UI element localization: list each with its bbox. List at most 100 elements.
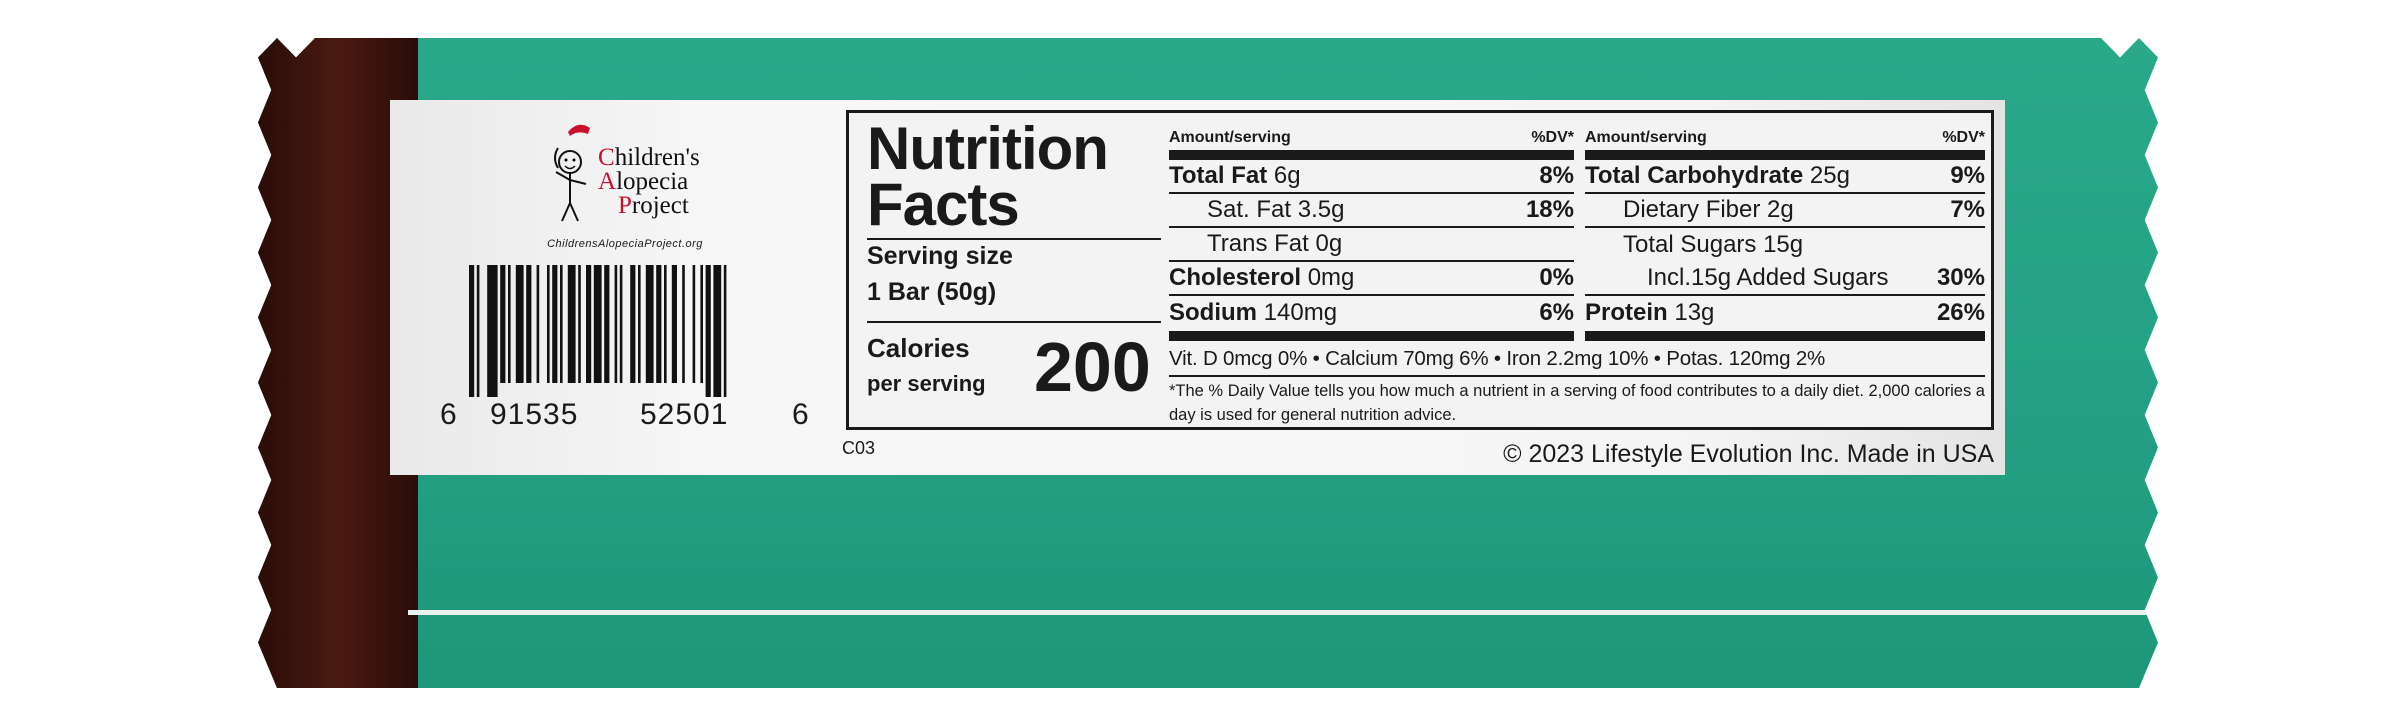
nutrient-column-right: Amount/serving %DV* Total Carbohydrate 25… bbox=[1585, 123, 1985, 330]
nutrient-name: Sodium 140mg bbox=[1169, 299, 1337, 327]
barcode-bar bbox=[713, 265, 722, 397]
barcode-bar bbox=[469, 265, 475, 397]
barcode-bar bbox=[723, 265, 727, 397]
nutrient-label: Sodium bbox=[1169, 299, 1257, 326]
logo-word: roject bbox=[631, 192, 689, 219]
nutrient-amount: 140mg bbox=[1263, 299, 1338, 326]
barcode-bar bbox=[645, 265, 654, 383]
nutrient-label: Total Fat bbox=[1169, 162, 1268, 189]
nutrient-row: Protein 13g 26% bbox=[1585, 296, 1985, 330]
header-amount: Amount/serving bbox=[1169, 129, 1291, 146]
nutrient-amount: 15g bbox=[1763, 231, 1804, 258]
barcode-bar bbox=[508, 265, 511, 383]
nutrient-row: Trans Fat 0g bbox=[1169, 228, 1574, 262]
title-line-2: Facts bbox=[867, 171, 1020, 238]
nutrient-dv: 26% bbox=[1936, 299, 1985, 326]
batch-code: C03 bbox=[842, 438, 876, 458]
nutrient-row: Sat. Fat 3.5g 18% bbox=[1169, 194, 1574, 228]
logo-word: hildren's bbox=[614, 144, 700, 171]
calories-value: 200 bbox=[1034, 328, 1151, 406]
barcode-bar bbox=[682, 265, 685, 383]
header-dv: %DV* bbox=[1531, 129, 1574, 146]
calories-label-block: Calories per serving bbox=[867, 331, 986, 401]
childrens-alopecia-project-logo: Children's Alopecia Project bbox=[548, 118, 718, 230]
vitamins-minerals: Vit. D 0mcg 0% • Calcium 70mg 6% • Iron … bbox=[1169, 347, 1985, 377]
header-amount: Amount/serving bbox=[1585, 129, 1707, 146]
nutrient-amount: 2g bbox=[1767, 196, 1794, 223]
nutrient-label: Total Carbohydrate bbox=[1585, 162, 1804, 189]
barcode-bar bbox=[552, 265, 558, 383]
barcode-bar bbox=[515, 265, 524, 383]
barcode-digit-left: 6 bbox=[440, 398, 458, 431]
nutrient-name: Cholesterol 0mg bbox=[1169, 264, 1354, 292]
nutrient-name: Dietary Fiber 2g bbox=[1585, 196, 1794, 224]
nutrient-name: Protein 13g bbox=[1585, 299, 1714, 327]
logo-initial: P bbox=[618, 192, 632, 219]
nutrient-amount: 0g bbox=[1315, 230, 1343, 257]
calories-sub: per serving bbox=[867, 371, 986, 396]
barcode-bar bbox=[604, 265, 610, 383]
barcode-bar bbox=[614, 265, 618, 383]
thick-rule bbox=[1169, 331, 1574, 341]
nutrient-amount: 3.5g bbox=[1297, 196, 1345, 223]
barcode-bar bbox=[547, 265, 550, 383]
nutrient-row: Cholesterol 0mg 0% bbox=[1169, 262, 1574, 296]
thick-rule bbox=[1585, 150, 1985, 160]
nutrient-row: Total Sugars 15g bbox=[1585, 228, 1985, 262]
barcode-bar bbox=[619, 265, 623, 383]
header-dv: %DV* bbox=[1942, 129, 1985, 146]
nutrient-amount: 25g bbox=[1809, 162, 1850, 189]
nutrition-facts-panel: Nutrition Facts Serving size 1 Bar (50g)… bbox=[846, 110, 1994, 430]
nutrient-label: Dietary Fiber bbox=[1623, 196, 1761, 223]
nutrient-dv: 0% bbox=[1539, 264, 1574, 291]
barcode-digit-right: 6 bbox=[792, 398, 810, 431]
nutrition-title: Nutrition Facts bbox=[867, 115, 1109, 238]
barcode-bar bbox=[593, 265, 602, 383]
nutrient-name: Sat. Fat 3.5g bbox=[1169, 196, 1344, 224]
nutrient-row: Dietary Fiber 2g 7% bbox=[1585, 194, 1985, 228]
nutrient-label: Trans Fat bbox=[1207, 230, 1309, 257]
nutrient-dv: 30% bbox=[1936, 264, 1985, 291]
barcode-bar bbox=[671, 265, 677, 383]
barcode-group-1: 91535 bbox=[490, 398, 579, 431]
logo-url: ChildrensAlopeciaProject.org bbox=[547, 238, 703, 250]
nutrient-dv: 6% bbox=[1539, 299, 1574, 326]
nutrient-name: Total Sugars 15g bbox=[1585, 231, 1803, 259]
title-line-1: Nutrition bbox=[867, 115, 1109, 182]
nutrient-name: Incl.15g Added Sugars bbox=[1585, 264, 1889, 292]
serving-size: Serving size 1 Bar (50g) bbox=[867, 238, 1013, 310]
barcode-bar bbox=[578, 265, 581, 383]
barcode-bar bbox=[700, 265, 703, 383]
logo-initial: A bbox=[598, 168, 617, 195]
nutrient-dv: 9% bbox=[1950, 162, 1985, 189]
copyright: © 2023 Lifestyle Evolution Inc. Made in … bbox=[1503, 440, 1994, 468]
nutrient-label: Total Sugars bbox=[1623, 231, 1757, 258]
thick-rule bbox=[1585, 331, 1985, 341]
serving-value: 1 Bar (50g) bbox=[867, 278, 997, 306]
nutrient-row: Total Fat 6g 8% bbox=[1169, 160, 1574, 194]
barcode-bar bbox=[536, 265, 540, 383]
nutrient-name: Total Fat 6g bbox=[1169, 162, 1301, 190]
nutrient-name: Trans Fat 0g bbox=[1169, 230, 1342, 258]
barcode-bar bbox=[567, 265, 576, 383]
wrapper-stripe bbox=[408, 610, 2158, 615]
barcode-bar bbox=[705, 265, 711, 397]
nutrient-row: Incl.15g Added Sugars 30% bbox=[1585, 262, 1985, 296]
barcode-bar bbox=[500, 265, 506, 383]
nutrient-label: Sat. Fat bbox=[1207, 196, 1292, 223]
divider bbox=[867, 321, 1161, 323]
nutrient-dv: 8% bbox=[1539, 162, 1574, 189]
barcode-bar bbox=[638, 265, 641, 383]
barcode-bar bbox=[487, 265, 498, 397]
nutrient-amount: 6g bbox=[1273, 162, 1301, 189]
nutrient-label: Incl.15g Added Sugars bbox=[1647, 264, 1889, 291]
serving-label: Serving size bbox=[867, 242, 1013, 270]
calories-label: Calories bbox=[867, 333, 970, 363]
barcode-group-2: 52501 bbox=[640, 398, 729, 431]
thick-rule bbox=[1169, 150, 1574, 160]
stick-figure-icon bbox=[554, 124, 590, 222]
barcode-bar bbox=[476, 265, 480, 397]
barcode-bar bbox=[664, 265, 667, 383]
nutrient-amount: 0mg bbox=[1307, 264, 1355, 291]
nutrient-dv: 7% bbox=[1950, 196, 1985, 223]
